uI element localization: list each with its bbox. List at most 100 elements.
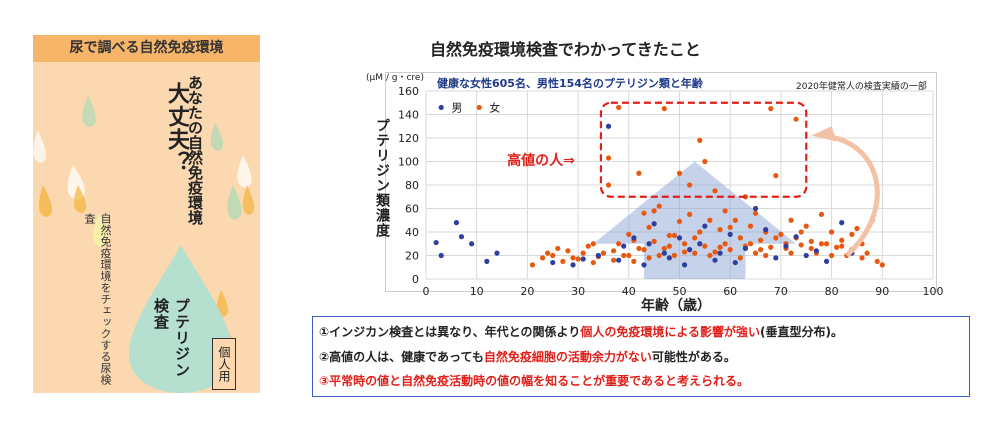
data-point-female [616,241,622,247]
data-point-female [646,224,652,230]
data-point-female [798,229,804,235]
data-point-female [879,262,885,268]
data-point-female [737,235,743,241]
drop-shape [93,213,108,247]
data-point-female [752,250,759,256]
data-point-female [854,225,860,232]
data-point-female [778,231,784,237]
data-point-female [874,258,880,264]
data-point-female [641,210,647,216]
data-point-male [438,252,444,259]
drop-shape [216,290,229,317]
data-point-female [580,250,586,256]
data-point-female [560,258,566,264]
data-point-female [834,244,840,250]
data-point-female [626,231,632,237]
data-point-female [671,232,678,239]
data-point-female [692,235,698,241]
data-point-female [687,182,693,188]
x-tick-label: 10 [470,285,484,298]
x-tick-label: 60 [723,285,737,298]
data-point-male [803,252,809,259]
data-point-male [580,256,586,262]
data-point-female [788,217,794,223]
data-point-female [839,243,845,249]
data-point-female [681,249,688,255]
data-point-male [732,259,738,266]
data-point-male [773,255,779,261]
data-point-female [661,245,667,252]
drop-shape [237,155,252,188]
data-point-female [722,208,728,214]
conclusion-2: ②高値の人は、健康であっても自然免疫細胞の活動余力がない可能性がある。 [319,348,736,365]
data-point-female [773,235,779,241]
data-point-female [641,247,647,253]
x-tick-label: 30 [571,285,585,298]
drop-shape [73,185,87,213]
data-point-male [813,248,819,254]
data-point-female [722,241,728,247]
drop-shape [33,130,47,163]
data-point-male [453,220,460,226]
data-point-female [646,255,652,261]
data-point-female [666,232,672,239]
y-tick-label: 80 [405,179,419,192]
y-tick-label: 40 [405,226,419,239]
data-point-male [616,257,622,263]
y-axis-label: プテリジン類濃度 [374,118,390,238]
data-point-male [550,259,556,266]
data-point-female [849,231,855,237]
conclusion-1: ①インジカン検査とは異なり、年代との関係より個人の免疫環境による影響が強い(垂直… [319,323,843,340]
data-point-female [692,250,698,256]
high-value-box [599,101,808,198]
data-point-female [666,243,672,249]
leaflet-cover: 尿で調べる自然免疫環境 大丈夫？ あなたの自然免疫環境 自然免疫環境をチェックす… [33,35,260,393]
conclusion-1-a: ①インジカン検査とは異なり、年代との関係より [319,325,581,339]
data-point-male [484,258,490,264]
drop-shape [82,95,96,127]
data-point-female [605,182,612,188]
data-point-female [808,238,814,244]
data-point-male [687,247,693,253]
leaflet-question: あなたの自然免疫環境 [186,75,204,225]
high-value-annotation: 高値の人⇒ [507,152,575,169]
legend-label-female: 女 [489,100,500,114]
data-point-female [808,245,814,252]
data-point-male [646,241,652,247]
data-point-male [666,255,672,261]
data-point-female [610,248,617,254]
data-point-female [712,249,718,255]
leaflet-header: 尿で調べる自然免疫環境 [33,35,260,62]
legend-label-male: 男 [451,101,462,114]
data-point-female [747,241,754,247]
data-point-female [590,259,596,266]
data-point-female [763,252,769,259]
data-point-female [676,218,683,225]
data-point-male [661,250,667,256]
conclusion-2-a: ②高値の人は、健康であっても [319,350,484,364]
data-point-female [752,210,759,216]
data-point-female [555,245,561,252]
data-point-female [707,252,713,259]
data-point-female [626,252,632,259]
data-point-male [433,239,439,246]
data-point-female [712,188,718,194]
data-point-female [656,203,662,209]
data-point-female [610,257,617,263]
leaflet-headline: 大丈夫？ [164,82,189,174]
data-point-female [545,250,551,256]
curved-arrow-head [811,126,837,142]
data-point-male [702,223,708,229]
x-tick-label: 80 [825,285,839,298]
data-point-female [590,241,596,247]
data-point-female [605,155,612,161]
data-point-female [651,208,657,214]
data-point-male [676,235,683,241]
x-tick-label: 0 [423,285,430,298]
data-point-female [651,238,657,244]
data-point-female [758,237,764,243]
x-tick-label: 40 [622,285,636,298]
data-point-female [803,223,809,229]
data-point-female [829,252,835,259]
